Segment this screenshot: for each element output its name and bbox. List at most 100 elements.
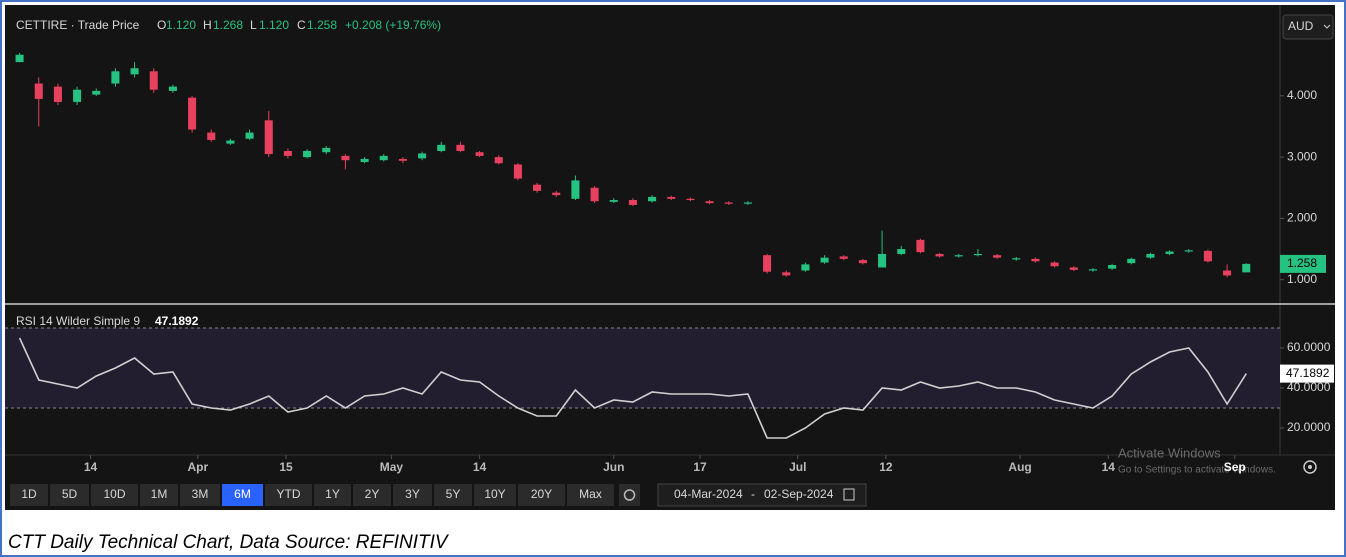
range-button[interactable] <box>10 484 48 506</box>
range-label: 3M <box>192 487 209 501</box>
range-button[interactable] <box>140 484 178 506</box>
range-label: 2Y <box>365 487 380 501</box>
range-label: 5D <box>62 487 78 501</box>
candle-body <box>418 153 427 159</box>
currency-select[interactable] <box>1282 14 1334 40</box>
candle-body <box>1165 251 1174 254</box>
range-label: 1M <box>151 487 168 501</box>
candle-body <box>494 157 503 164</box>
x-tick-label: May <box>380 460 404 474</box>
range-label: 10Y <box>484 487 505 501</box>
candle-body <box>111 71 120 84</box>
range-button[interactable] <box>180 484 220 506</box>
candle-body <box>878 253 887 268</box>
candle-body <box>935 253 944 257</box>
candle-body <box>705 201 714 204</box>
candle-body <box>341 155 350 161</box>
rsi-value-box <box>1280 364 1334 383</box>
range-label: YTD <box>277 487 301 501</box>
last-price-box <box>1280 254 1326 273</box>
candle-body <box>1127 258 1136 264</box>
date-separator: - <box>751 487 755 501</box>
x-tick-label: 15 <box>279 460 293 474</box>
range-label: 10D <box>103 487 125 501</box>
candle-body <box>667 196 676 199</box>
candle-body <box>1108 264 1117 269</box>
range-label: 6M <box>234 487 251 501</box>
range-button[interactable] <box>91 484 138 506</box>
x-tick-label: 14 <box>1102 460 1116 474</box>
range-button[interactable] <box>50 484 89 506</box>
last-price-label: 1.258 <box>1287 256 1317 270</box>
candle-body <box>1184 250 1193 252</box>
o-value: 1.120 <box>166 18 196 32</box>
settings-icon[interactable] <box>1303 460 1317 474</box>
candle-body <box>226 140 235 144</box>
y-tick-label: 1.000 <box>1287 272 1317 286</box>
candle-body <box>1031 258 1040 262</box>
range-label: 5Y <box>446 487 461 501</box>
y-tick-label: 3.000 <box>1287 149 1317 163</box>
chevron <box>1323 24 1331 29</box>
x-tick-label: Apr <box>187 460 208 474</box>
c-value: 1.258 <box>307 18 337 32</box>
candle-body <box>763 255 772 272</box>
candle-body <box>590 187 599 202</box>
candle-body <box>916 239 925 253</box>
candle-body <box>820 257 829 263</box>
candle-body <box>1050 262 1059 267</box>
candle-body <box>1012 258 1021 260</box>
rsi-value-label: 47.1892 <box>1286 366 1330 380</box>
candle-body <box>609 200 618 202</box>
candle-body <box>533 184 542 191</box>
candle-body <box>379 155 388 161</box>
candle-body <box>1203 250 1212 262</box>
y-tick-label: 60.0000 <box>1287 340 1331 354</box>
y-tick-label: 2.000 <box>1287 211 1317 225</box>
candle-body <box>1146 253 1155 258</box>
toolbar: 1D 5D 10D 1M 3M 6M YTD 1Y 2Y 3Y 5Y 10Y 20Y Max <box>10 484 614 506</box>
gear-icon <box>623 489 636 501</box>
range-button[interactable] <box>353 484 391 506</box>
range-label: 20Y <box>531 487 552 501</box>
candle-body <box>245 132 254 139</box>
candle-body <box>897 249 906 254</box>
o-label: O <box>157 18 166 32</box>
candle-body <box>743 202 752 204</box>
candle-body <box>993 255 1002 258</box>
candle-body <box>552 192 561 196</box>
l-label: L <box>250 18 257 32</box>
candle-body <box>360 158 369 163</box>
range-button[interactable] <box>434 484 472 506</box>
candle-body <box>954 255 963 257</box>
range-button[interactable] <box>265 484 312 506</box>
x-tick-label: Jul <box>789 460 806 474</box>
candle-body <box>264 120 273 155</box>
y-tick-label: 4.000 <box>1287 88 1317 102</box>
settings-icon-dot <box>1308 465 1312 469</box>
caption: CTT Daily Technical Chart, Data Source: … <box>8 532 450 553</box>
date-range-box[interactable] <box>657 483 867 507</box>
rsi-line <box>18 337 1247 439</box>
range-button[interactable] <box>222 484 263 506</box>
candle-body <box>73 89 82 102</box>
calendar-icon <box>843 488 855 501</box>
range-button[interactable] <box>314 484 351 506</box>
x-tick-label: Jun <box>603 460 624 474</box>
range-button[interactable] <box>393 484 432 506</box>
range-button[interactable] <box>567 484 614 506</box>
range-button[interactable] <box>474 484 516 506</box>
range-button[interactable] <box>518 484 565 506</box>
candle-body <box>437 144 446 151</box>
chart-panel <box>5 5 1335 510</box>
change: +0.208 (+19.76%) <box>345 18 441 32</box>
range-label: 3Y <box>405 487 420 501</box>
x-tick-label: 14 <box>84 460 98 474</box>
settings-button[interactable] <box>619 484 640 506</box>
range-label: Max <box>579 487 602 501</box>
range-label: 1Y <box>325 487 340 501</box>
candle-body <box>207 132 216 140</box>
candle-body <box>283 150 292 156</box>
